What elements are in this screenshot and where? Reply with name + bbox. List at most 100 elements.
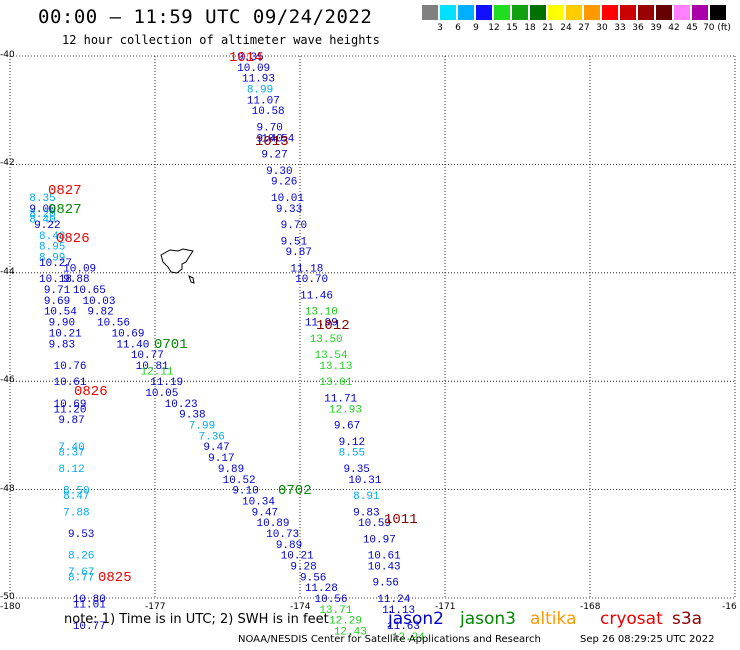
latitude-tick-label: -40	[0, 50, 15, 60]
wave-height-value: 10.09	[237, 63, 270, 75]
wave-height-value: 10.05	[145, 388, 178, 400]
legend-altika: altika	[530, 609, 577, 629]
wave-height-value: 8.37	[58, 448, 84, 460]
latitude-tick-label: -42	[0, 158, 15, 169]
color-scale-label: 18	[524, 23, 536, 33]
wave-height-value: 11.93	[242, 74, 275, 86]
wave-height-value: 10.89	[257, 518, 290, 530]
wave-height-value: 10.43	[368, 561, 401, 573]
wave-height-value: 9.47	[203, 442, 229, 454]
wave-height-value: 11.46	[300, 290, 333, 302]
timestamp-text: Sep 26 08:29:25 UTC 2022	[580, 634, 715, 645]
wave-height-value: 11.18	[290, 263, 323, 275]
wave-height-value: 10.21	[281, 551, 314, 563]
wave-height-value: 8.40	[29, 215, 55, 227]
legend-jason2: jason2	[388, 609, 444, 629]
pass-time-label: 1014	[229, 50, 263, 66]
wave-height-value: 7.36	[199, 431, 225, 443]
wave-height-value: 9.51	[281, 236, 308, 248]
wave-height-value: 11.71	[324, 393, 357, 405]
color-scale-label: 15	[506, 23, 518, 33]
wave-height-value: 9.35	[237, 52, 263, 64]
pass-time-label: 0826	[56, 231, 90, 247]
color-scale-label: 70 (ft)	[703, 23, 731, 33]
wave-height-value: 11.19	[150, 377, 183, 389]
wave-height-value: 10.56	[97, 318, 130, 330]
color-scale-label: 39	[650, 23, 662, 33]
wave-height-value: 9.33	[276, 204, 302, 216]
wave-height-value: 9.12	[339, 437, 365, 449]
wave-height-value: 10.09	[63, 263, 96, 275]
wave-height-value: 9.56	[373, 578, 399, 590]
wave-height-value: 9.90	[49, 318, 75, 330]
color-scale-label: 9	[473, 23, 479, 33]
color-scale-label: 30	[596, 23, 608, 33]
wave-height-value: 8.12	[58, 464, 84, 476]
pass-time-label: 1013	[255, 134, 289, 150]
color-scale-label: 27	[578, 23, 590, 33]
wave-height-value: 8.50	[63, 486, 89, 498]
wave-height-value: 10.58	[252, 106, 285, 118]
wave-height-value: 9.83	[353, 507, 379, 519]
wave-height-value: 12.43	[334, 627, 367, 639]
units-note: note: 1) Time is in UTC; 2) SWH is in fe…	[64, 612, 329, 627]
wave-height-value: 13.50	[310, 334, 343, 346]
color-swatch	[566, 5, 582, 20]
color-swatch	[584, 5, 600, 20]
longitude-tick-label: -168	[580, 602, 601, 612]
color-swatch	[530, 5, 546, 20]
wave-height-value: 9.27	[261, 150, 287, 162]
wave-height-value: 9.67	[334, 421, 360, 433]
color-swatch	[476, 5, 492, 20]
wave-height-value: 8.95	[39, 242, 65, 254]
wave-height-value: 9.35	[344, 464, 370, 476]
wave-height-value: 9.28	[290, 561, 316, 573]
color-swatch	[440, 5, 456, 20]
wave-height-value: 12.11	[141, 366, 174, 378]
color-scale-label: 45	[686, 23, 698, 33]
wave-height-value: 7.99	[189, 421, 215, 433]
color-swatch	[602, 5, 618, 20]
wave-height-value: 9.53	[68, 529, 94, 541]
wave-height-value: 10.70	[295, 274, 328, 286]
wave-height-value: 11.13	[382, 605, 415, 617]
latitude-tick-label: -46	[0, 375, 15, 386]
wave-height-value: 9.70	[257, 122, 283, 134]
wave-height-value: 11.24	[377, 594, 410, 606]
wave-height-value: 10.80	[73, 594, 106, 606]
pass-time-label: 0701	[154, 337, 188, 353]
wave-height-value: 9.89	[218, 464, 244, 476]
wave-height-value: 10.56	[315, 594, 348, 606]
wave-height-value: 9.00	[29, 204, 55, 216]
wave-height-value: 7.67	[68, 567, 94, 579]
track-time-labels: 1014 1013 1012 1011 0701 0702 0827 0827 0826 0826…	[48, 50, 418, 586]
wave-height-value: 10.81	[136, 361, 169, 373]
wave-height-value: 10.31	[348, 475, 381, 487]
wave-height-value: 11.20	[54, 404, 87, 416]
wave-height-value: 10.77	[131, 350, 164, 362]
wave-height-value: 8.55	[339, 448, 365, 460]
color-swatch	[494, 5, 510, 20]
wave-height-value: 8.48	[39, 231, 65, 243]
wave-height-value: 9.89	[276, 540, 302, 552]
wave-height-value: 9.83	[49, 339, 75, 351]
wave-height-value: 9.38	[179, 410, 205, 422]
pass-time-label: 0827	[48, 202, 82, 218]
color-scale-label: 33	[614, 23, 626, 33]
wave-height-value: 8.91	[353, 491, 380, 503]
observation-values: 9.3510.0911.938.9911.0710.589.709.4010.5…	[29, 52, 425, 644]
wave-height-value: 9.69	[44, 296, 70, 308]
map-subtitle: 12 hour collection of altimeter wave hei…	[62, 33, 380, 47]
wave-height-value: 10.59	[358, 518, 391, 530]
wave-height-value: 8.99	[247, 85, 273, 97]
color-scale-label: 42	[668, 23, 680, 33]
color-scale-label: 3	[437, 23, 443, 33]
pass-time-label: 1011	[384, 512, 418, 528]
longitude-tick-label: -171	[435, 602, 456, 612]
wave-height-value: 10.77	[73, 621, 106, 633]
wave-height-value: 10.76	[54, 361, 87, 373]
wave-height-value: 9.71	[44, 285, 71, 297]
wave-height-value: 9.30	[266, 166, 292, 178]
wave-height-value: 10.18	[39, 274, 72, 286]
wave-height-value: 10.27	[39, 258, 72, 270]
